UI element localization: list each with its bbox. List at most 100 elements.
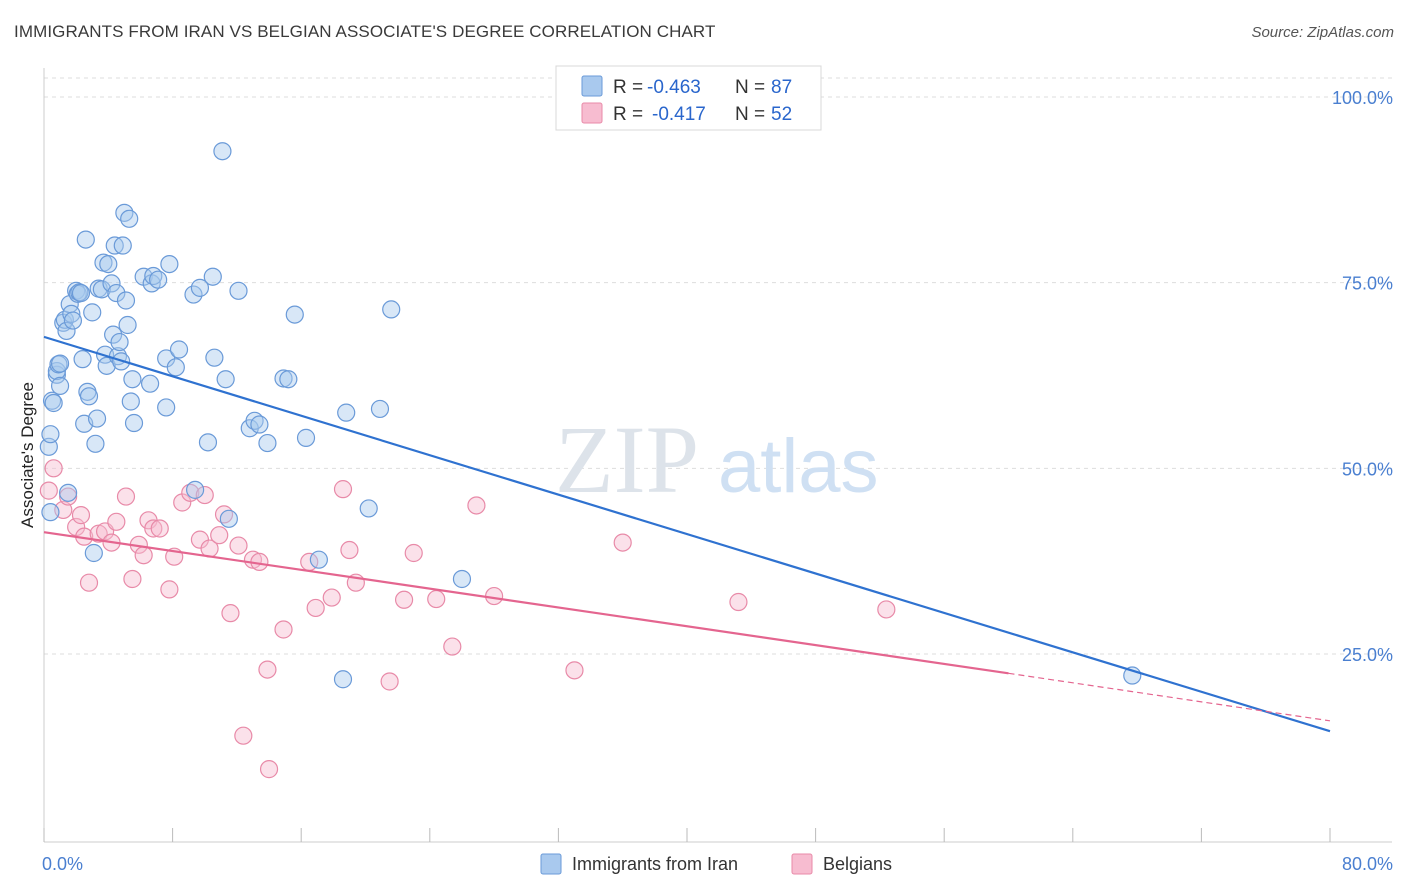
iran-point	[198, 433, 218, 452]
iran-point	[86, 434, 105, 453]
iran-point	[359, 499, 378, 518]
belgians-point	[116, 487, 136, 506]
x-tick-label-min: 0.0%	[42, 854, 83, 874]
iran-point	[279, 370, 298, 389]
belgians-point	[39, 481, 58, 500]
iran-point	[382, 300, 401, 319]
iran-point	[337, 403, 356, 422]
y-tick-label: 50.0%	[1342, 459, 1393, 479]
iran-point	[121, 392, 140, 411]
legend-bottom-swatch-belgians	[791, 853, 813, 875]
iran-point	[296, 428, 316, 447]
belgians-point	[467, 496, 486, 515]
chart-title: IMMIGRANTS FROM IRAN VS BELGIAN ASSOCIAT…	[14, 22, 716, 41]
iran-point	[59, 483, 78, 502]
iran-point	[124, 413, 144, 433]
iran-point	[229, 281, 248, 300]
legend-n-value-iran: 87	[771, 77, 792, 98]
belgians-point	[877, 600, 896, 619]
iran-point	[102, 274, 121, 293]
belgians-point	[107, 512, 126, 531]
legend-r-label-iran: R =	[613, 77, 643, 98]
belgians-point	[221, 604, 240, 623]
iran-point	[203, 267, 222, 286]
belgians-point	[333, 480, 353, 499]
iran-point	[107, 283, 126, 303]
belgians-point	[380, 672, 399, 691]
belgians-point	[729, 592, 748, 612]
belgians-trend-line	[43, 531, 1009, 675]
y-tick-label: 25.0%	[1342, 645, 1393, 665]
iran-point	[113, 236, 132, 255]
iran-point	[190, 278, 210, 297]
iran-point	[166, 358, 185, 377]
trend-lines	[43, 335, 1331, 733]
iran-point	[157, 398, 176, 417]
legend-swatch-belgians	[581, 102, 603, 124]
belgians-point	[443, 637, 462, 656]
iran-point	[452, 569, 472, 589]
legend-bottom-label-iran: Immigrants from Iran	[572, 854, 738, 874]
iran-points	[39, 142, 1142, 689]
iran-point	[205, 348, 224, 367]
y-tick-labels: 25.0% 50.0% 75.0% 100.0%	[1332, 88, 1393, 665]
iran-point	[285, 305, 304, 324]
iran-point	[79, 387, 99, 406]
legend-bottom-swatch-iran	[540, 853, 562, 875]
belgians-point	[427, 589, 446, 609]
watermark-zip: ZIP	[555, 406, 699, 513]
iran-point	[57, 321, 76, 341]
iran-point	[104, 325, 123, 344]
iran-point	[99, 255, 118, 274]
belgians-point	[404, 543, 423, 563]
iran-point	[274, 369, 293, 388]
legend-r-value-belgians: -0.417	[652, 104, 706, 125]
iran-point	[118, 315, 137, 335]
iran-point	[50, 354, 70, 373]
belgians-point	[229, 536, 248, 555]
iran-point	[84, 543, 103, 563]
belgians-point	[71, 506, 91, 525]
iran-point	[71, 283, 91, 303]
iran-trend-line	[43, 335, 1331, 733]
y-tick-label: 75.0%	[1342, 274, 1393, 294]
legend-top: R = -0.463 N = 87 R = -0.417 N = 52	[555, 65, 822, 131]
iran-point	[44, 393, 63, 413]
iran-point	[160, 255, 179, 274]
belgians-point	[79, 573, 99, 592]
belgians-point	[274, 620, 293, 639]
x-tick-label-max: 80.0%	[1342, 854, 1393, 874]
iran-point	[140, 374, 160, 393]
source-credit: Source: ZipAtlas.com	[1251, 24, 1394, 41]
legend-swatch-iran	[581, 75, 603, 97]
belgians-point	[160, 580, 179, 599]
iran-point	[41, 425, 60, 444]
iran-point	[41, 503, 60, 522]
belgians-point	[234, 726, 253, 745]
iran-point	[63, 311, 83, 330]
iran-point	[250, 415, 269, 434]
belgians-point	[195, 485, 214, 505]
belgians-point	[340, 540, 359, 560]
iran-point	[184, 285, 203, 304]
legend-n-label-iran: N =	[735, 77, 765, 98]
belgians-point	[134, 546, 153, 565]
iran-point	[73, 350, 92, 369]
belgians-point	[210, 526, 229, 545]
gridlines	[44, 77, 1392, 655]
belgians-point	[613, 533, 632, 552]
belgians-point	[258, 660, 277, 679]
iran-point	[186, 480, 205, 499]
iran-point	[50, 376, 70, 395]
legend-r-value-iran: -0.463	[647, 77, 701, 98]
iran-point	[258, 433, 277, 453]
iran-point	[92, 280, 111, 299]
belgians-point	[44, 459, 63, 478]
iran-point	[83, 303, 102, 322]
belgians-point	[123, 569, 142, 589]
belgians-point	[394, 590, 414, 609]
belgians-point	[259, 760, 279, 779]
belgians-point	[150, 519, 169, 538]
iran-point	[120, 209, 139, 228]
